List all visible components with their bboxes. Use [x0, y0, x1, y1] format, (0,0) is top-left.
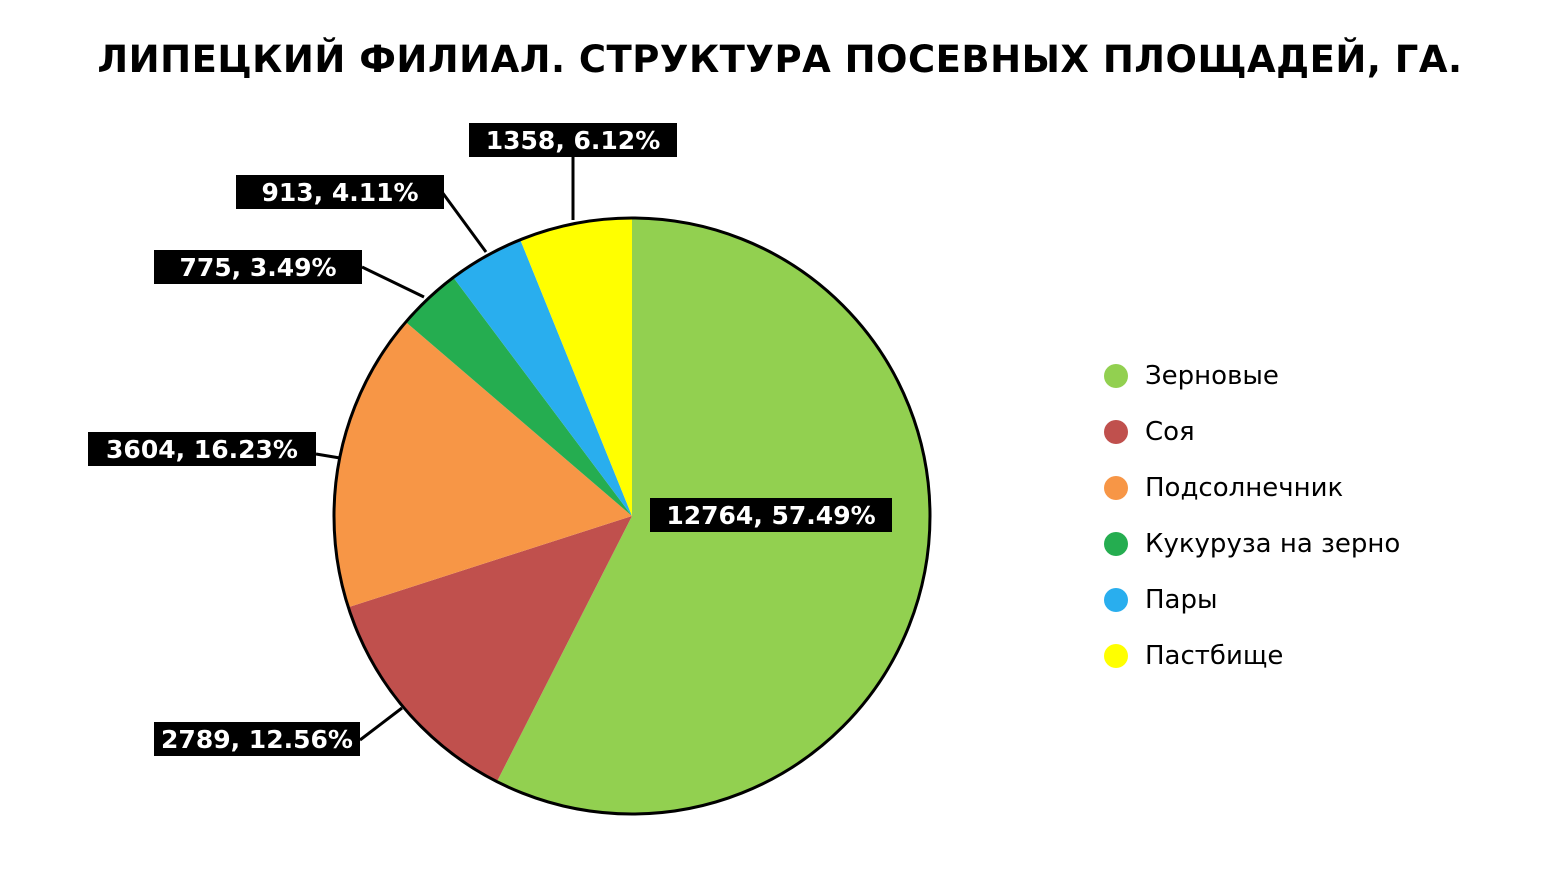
data-label-2: 3604, 16.23% [106, 435, 298, 464]
legend-swatch [1104, 532, 1128, 556]
pie-outline [332, 216, 932, 816]
data-label-box-0 [650, 498, 892, 532]
legend-item-sunflower: Подсолнечник [1104, 460, 1400, 516]
data-label-box-5 [469, 123, 677, 157]
pie-slice-2 [333, 322, 632, 608]
legend-label: Соя [1145, 417, 1195, 447]
leader-line-2 [315, 452, 341, 460]
pie-slice-4 [453, 239, 632, 517]
legend-item-pasture: Пастбище [1104, 628, 1400, 684]
pie-slice-1 [348, 516, 632, 782]
legend-label: Пастбище [1145, 641, 1284, 671]
data-label-1: 2789, 12.56% [161, 725, 353, 754]
leader-line-1 [359, 706, 403, 742]
legend: Зерновые Соя Подсолнечник Кукуруза на зе… [1104, 348, 1400, 684]
data-label-0: 12764, 57.49% [666, 501, 875, 530]
leader-line-3 [361, 265, 425, 299]
legend-swatch [1104, 644, 1128, 668]
data-label-box-4 [236, 175, 444, 209]
data-label-4: 913, 4.11% [261, 178, 418, 207]
data-label-box-1 [154, 722, 360, 756]
data-label-3: 775, 3.49% [179, 253, 336, 282]
data-label-box-2 [88, 432, 316, 466]
pie-slice-3 [405, 277, 632, 516]
legend-item-corn: Кукуруза на зерно [1104, 516, 1400, 572]
legend-swatch [1104, 476, 1128, 500]
legend-swatch [1104, 420, 1128, 444]
data-label-5: 1358, 6.12% [486, 126, 661, 155]
legend-swatch [1104, 588, 1128, 612]
legend-item-soy: Соя [1104, 404, 1400, 460]
leader-line-4 [440, 191, 488, 253]
data-label-box-3 [154, 250, 362, 284]
legend-label: Кукуруза на зерно [1145, 529, 1401, 559]
legend-label: Пары [1145, 585, 1218, 615]
legend-label: Зерновые [1145, 361, 1279, 391]
pie-slice-5 [520, 218, 632, 516]
legend-item-grain: Зерновые [1104, 348, 1400, 404]
legend-label: Подсолнечник [1145, 473, 1344, 503]
legend-item-fallow: Пары [1104, 572, 1400, 628]
legend-swatch [1104, 364, 1128, 388]
chart-title: ЛИПЕЦКИЙ ФИЛИАЛ. СТРУКТУРА ПОСЕВНЫХ ПЛОЩ… [97, 38, 1463, 81]
